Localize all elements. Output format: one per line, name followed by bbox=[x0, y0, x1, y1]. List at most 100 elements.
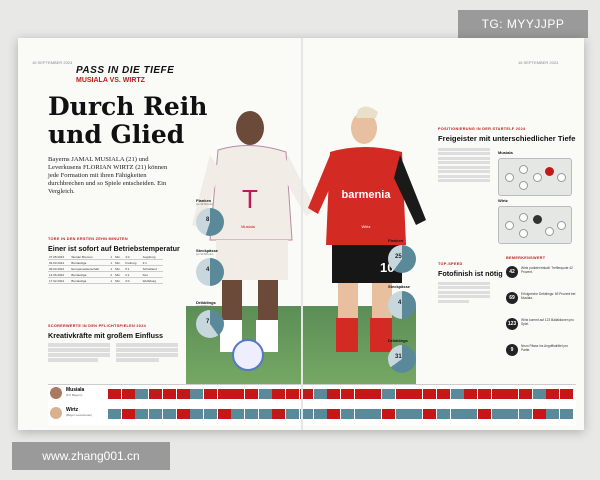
stat-label: Dribblings bbox=[388, 338, 408, 343]
musiala-player-image: T Musiala bbox=[192, 111, 316, 371]
table-cell: Min. bbox=[114, 254, 125, 260]
result-cell bbox=[299, 409, 313, 419]
stat-label: Flanken bbox=[388, 238, 404, 243]
result-cell bbox=[477, 409, 491, 419]
result-cell bbox=[176, 389, 190, 399]
result-cell bbox=[505, 409, 519, 419]
result-cell bbox=[149, 389, 163, 399]
result-cell bbox=[491, 389, 505, 399]
fact-text: Erfolgreiche Dribblings: 69 Prozent bei … bbox=[521, 292, 576, 300]
result-cell bbox=[395, 389, 409, 399]
row2-sub: (Bayer Leverkusen) bbox=[66, 413, 93, 417]
result-cell bbox=[450, 409, 464, 419]
table-row: 09.03.2024 Europameisterschaft 1 Min. 5:1 Sch… bbox=[48, 265, 163, 272]
stat-sub: pro 90 Minuten bbox=[196, 305, 214, 308]
result-cell bbox=[313, 409, 327, 419]
result-cell bbox=[190, 389, 204, 399]
result-cell bbox=[340, 389, 354, 399]
table-cell: 27.08.2023 bbox=[48, 254, 71, 260]
result-cell bbox=[190, 409, 204, 419]
match-table: Musiala (FC Bayern) Wirtz (Bayer Leverku… bbox=[48, 384, 576, 425]
table-cell: Min. bbox=[114, 265, 125, 272]
fact-text: Neun Pässe ins Angriffsdrittel pro Parti… bbox=[521, 344, 569, 352]
scorer-text-col1 bbox=[48, 342, 110, 382]
result-cell bbox=[354, 409, 368, 419]
result-cell bbox=[409, 389, 423, 399]
table-row: 03.03.2024 Bundesliga 1 Min. Freiburg 2:1 bbox=[48, 259, 163, 266]
result-cell bbox=[546, 389, 560, 399]
musiala-results-strip bbox=[108, 389, 574, 399]
result-cell bbox=[258, 409, 272, 419]
subkicker: MUSIALA VS. WIRTZ bbox=[76, 77, 145, 84]
table-cell: 1 bbox=[109, 265, 115, 272]
result-cell bbox=[532, 389, 546, 399]
telegram-watermark: TG: MYYJJPP bbox=[458, 10, 588, 38]
table-cell: 2 bbox=[109, 271, 115, 278]
position-section-label: POSITIONIERUNG IN DER STARTELF 2024 bbox=[438, 127, 526, 131]
pitch-diagram-wirtz bbox=[498, 206, 572, 244]
result-cell bbox=[135, 389, 149, 399]
table-cell: Augsburg bbox=[141, 254, 163, 260]
stat-steckpaesse-right: Steckpässe 4 bbox=[388, 284, 416, 319]
result-cell bbox=[354, 389, 368, 399]
result-cell bbox=[217, 409, 231, 419]
result-cell bbox=[327, 389, 341, 399]
result-cell bbox=[395, 409, 409, 419]
top-speed-text bbox=[438, 280, 490, 320]
result-cell bbox=[368, 389, 382, 399]
result-cell bbox=[382, 389, 395, 399]
table-cell: 03.03.2024 bbox=[48, 259, 71, 266]
pitch-label-wirtz: Wirtz bbox=[498, 198, 508, 203]
table-cell: 5:1 bbox=[124, 265, 142, 272]
table-cell: 4:0 bbox=[124, 254, 142, 260]
table-cell: 17.02.2024 bbox=[48, 277, 71, 284]
row1-name: Musiala bbox=[66, 387, 85, 393]
stat-sub: pro 90 Minuten bbox=[196, 203, 214, 206]
result-cell bbox=[327, 409, 341, 419]
right-sponsor-text: barmenia bbox=[342, 189, 392, 201]
left-sponsor-text: T bbox=[242, 184, 258, 214]
pitch-diagram-musiala bbox=[498, 158, 572, 196]
result-cell bbox=[450, 389, 464, 399]
stat-label: Flanken bbox=[196, 198, 212, 203]
position-section-title: Freigeister mit unterschiedlicher Tiefe bbox=[438, 134, 576, 143]
result-cell bbox=[272, 409, 286, 419]
result-cell bbox=[546, 409, 560, 419]
result-cell bbox=[436, 389, 450, 399]
table-cell: Min. bbox=[114, 277, 125, 284]
url-watermark: www.zhang001.cn bbox=[12, 442, 170, 470]
result-cell bbox=[423, 389, 437, 399]
title-line-2: und Glied bbox=[48, 120, 185, 149]
table-cell: 1 bbox=[109, 277, 115, 284]
table-cell: Schottland bbox=[141, 265, 163, 272]
table-row: 27.08.2023 Werder Bremen 1 Min. 4:0 Augsburg bbox=[48, 254, 163, 260]
result-cell bbox=[477, 389, 491, 399]
scorer-text-col2 bbox=[116, 342, 178, 382]
result-cell bbox=[491, 409, 505, 419]
pie-chart: 25 bbox=[388, 245, 416, 273]
result-cell bbox=[258, 389, 272, 399]
stat-label: Steckpässe bbox=[196, 248, 219, 253]
result-cell bbox=[217, 389, 231, 399]
page-title: Durch Reih und Glied bbox=[48, 93, 208, 149]
stat-flanken-right: Flanken 25 bbox=[388, 238, 416, 273]
intro-text: Bayerns JAMAL MUSIALA (21) und Leverkuse… bbox=[48, 156, 168, 195]
result-cell bbox=[162, 389, 176, 399]
fact-number-badge: 69 bbox=[506, 292, 518, 304]
stat-dribblings-left: Dribblings pro 90 Minuten 7 bbox=[196, 300, 224, 338]
result-cell bbox=[108, 389, 121, 399]
right-shirt-name: Wirtz bbox=[361, 224, 370, 229]
result-cell bbox=[423, 409, 437, 419]
result-cell bbox=[532, 409, 546, 419]
table-row: 14.06.2024 Bundesliga 2 Min. 2:1 Kiel bbox=[48, 271, 163, 278]
fact-number-badge: 42 bbox=[506, 266, 518, 278]
fact-text: Wirtz punktet eiskalt: Trefferquote 42 P… bbox=[521, 266, 573, 274]
wirtz-avatar bbox=[50, 407, 62, 419]
scorer-section-label: SCORERWERTE IN DEN PFLICHTSPIELEN 2024 bbox=[48, 324, 147, 328]
result-cell bbox=[313, 389, 327, 399]
kicker: PASS IN DIE TIEFE bbox=[76, 65, 175, 76]
pitch-label-musiala: Musiala bbox=[498, 150, 513, 155]
table-cell: 09.03.2024 bbox=[48, 265, 71, 272]
pie-chart: 7 bbox=[196, 310, 224, 338]
result-cell bbox=[108, 409, 121, 419]
